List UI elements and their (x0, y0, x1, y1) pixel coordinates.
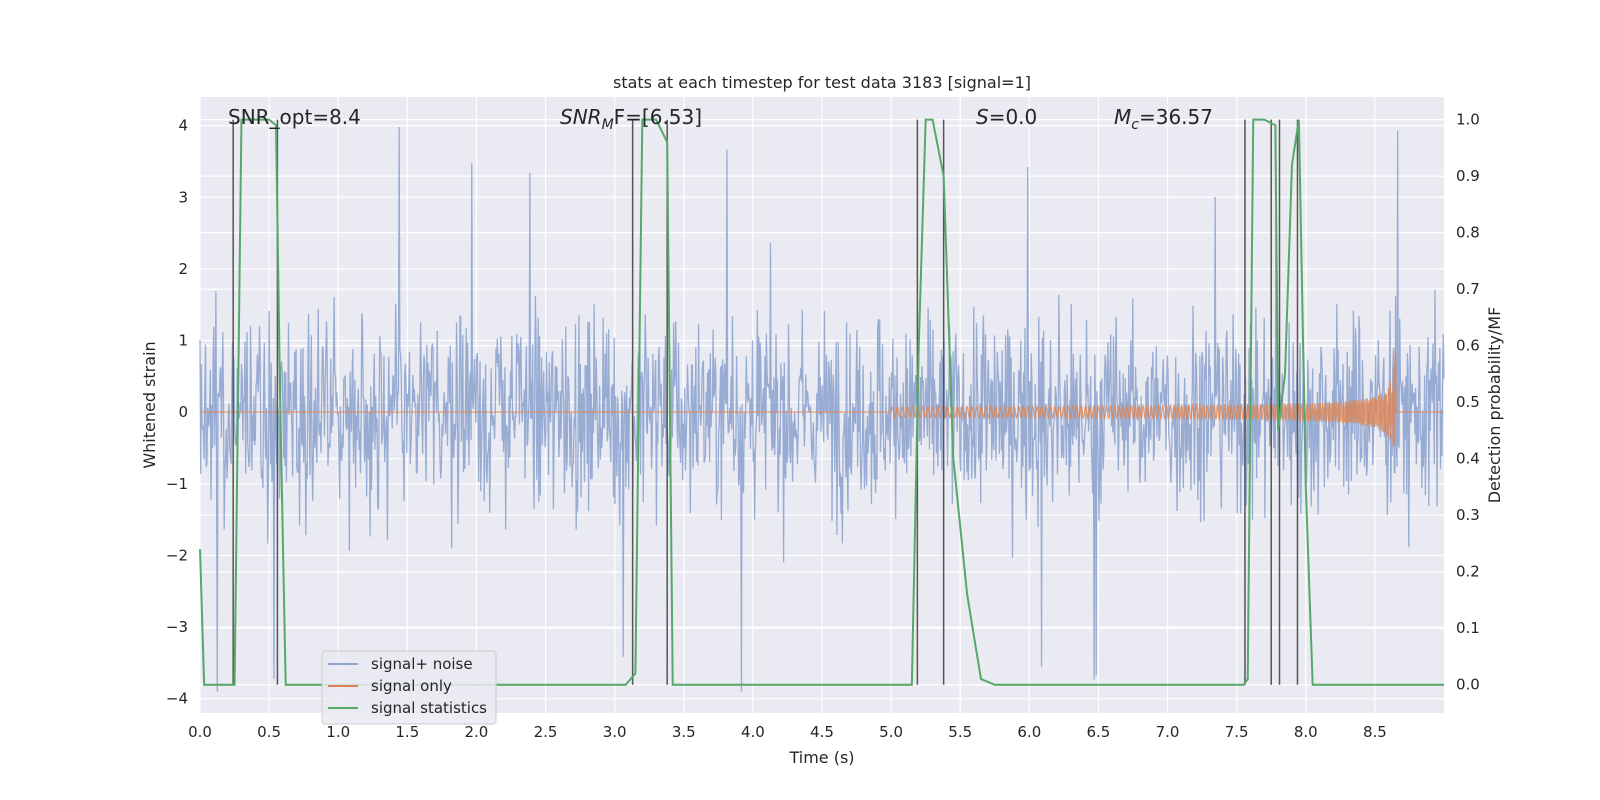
legend-box (321, 650, 497, 725)
mc-label: M (1114, 105, 1131, 129)
s-label: S (976, 105, 989, 129)
signal-statistics-series (199, 118, 1444, 686)
right-y-tick-label: 0.1 (1456, 619, 1480, 637)
right-y-tick-label: 0.6 (1456, 337, 1480, 355)
x-tick-label: 4.5 (810, 723, 834, 741)
right-y-tick-label: 1.0 (1456, 111, 1480, 129)
right-y-tick-label: 0.0 (1456, 676, 1480, 694)
mc-annotation: Mc=36.57 (1114, 105, 1213, 133)
signal-only-line (200, 350, 1444, 447)
signal-only-series (200, 350, 1444, 447)
left-y-tick-label: −4 (166, 690, 188, 708)
x-tick-label: 7.0 (1156, 723, 1180, 741)
right-y-tick-label: 0.7 (1456, 280, 1480, 298)
right-y-tick-label: 0.9 (1456, 167, 1480, 185)
snr-mf-annotation: SNRMF=[6.53] (560, 105, 702, 133)
left-y-tick-label: 1 (178, 332, 188, 350)
x-tick-label: 1.5 (395, 723, 419, 741)
x-tick-label: 2.5 (534, 723, 558, 741)
x-tick-label: 3.0 (603, 723, 627, 741)
left-y-tick-label: −1 (166, 475, 188, 493)
right-y-tick-label: 0.4 (1456, 450, 1480, 468)
snr-mf-base: SNR (560, 105, 602, 129)
left-y-tick-label: 0 (178, 403, 188, 421)
right-y-axis-label: Detection probability/MF (1485, 307, 1504, 504)
mc-sub: c (1131, 117, 1139, 133)
x-tick-label: 0.5 (257, 723, 281, 741)
x-tick-label: 8.5 (1363, 723, 1387, 741)
x-tick-label: 1.0 (326, 723, 350, 741)
snr-opt-annotation: SNR_opt=8.4 (228, 105, 361, 129)
left-y-tick-label: −3 (166, 618, 188, 636)
x-tick-labels: 0.0 0.5 1.0 1.5 2.0 2.5 3.0 3.5 4.0 4.5 5.0 5.5 6.0 6… (188, 723, 1387, 741)
legend-label-signal: signal only (371, 677, 452, 695)
x-tick-label: 5.0 (879, 723, 903, 741)
x-tick-label: 6.0 (1017, 723, 1041, 741)
right-y-tick-label: 0.5 (1456, 393, 1480, 411)
mc-value: =36.57 (1139, 105, 1213, 129)
x-tick-label: 4.0 (741, 723, 765, 741)
signal-statistics-line (199, 118, 1444, 686)
legend: signal+ noise signal only signal statist… (321, 650, 497, 725)
right-y-tick-label: 0.8 (1456, 224, 1480, 242)
left-y-tick-label: 4 (178, 117, 188, 135)
legend-label-noise: signal+ noise (371, 655, 473, 673)
s-annotation: S=0.0 (976, 105, 1037, 129)
left-y-tick-label: −2 (166, 546, 188, 564)
x-tick-label: 7.5 (1225, 723, 1249, 741)
x-tick-label: 5.5 (948, 723, 972, 741)
x-tick-label: 3.5 (672, 723, 696, 741)
s-value: =0.0 (989, 105, 1038, 129)
x-tick-label: 0.0 (188, 723, 212, 741)
noise-line (199, 127, 1445, 692)
snr-mf-rest: F=[6.53] (614, 105, 702, 129)
x-tick-label: 8.0 (1294, 723, 1318, 741)
x-tick-label: 6.5 (1087, 723, 1111, 741)
left-y-tick-label: 2 (178, 260, 188, 278)
right-y-tick-labels: 1.0 0.9 0.8 0.7 0.6 0.5 0.4 0.3 0.2 0.1 0.0 (1456, 111, 1480, 694)
signal-plus-noise-series (199, 127, 1445, 692)
x-tick-label: 2.0 (465, 723, 489, 741)
chart-title: stats at each timestep for test data 318… (613, 73, 1031, 92)
left-y-axis-label: Whitened strain (140, 341, 159, 468)
left-y-tick-label: 3 (178, 188, 188, 206)
right-y-tick-label: 0.3 (1456, 506, 1480, 524)
right-y-tick-label: 0.2 (1456, 563, 1480, 581)
x-axis-label: Time (s) (788, 748, 854, 767)
left-y-tick-labels: 4 3 2 1 0 −1 −2 −3 −4 (166, 117, 188, 708)
legend-label-stats: signal statistics (371, 699, 487, 717)
snr-mf-sub: M (602, 117, 614, 133)
